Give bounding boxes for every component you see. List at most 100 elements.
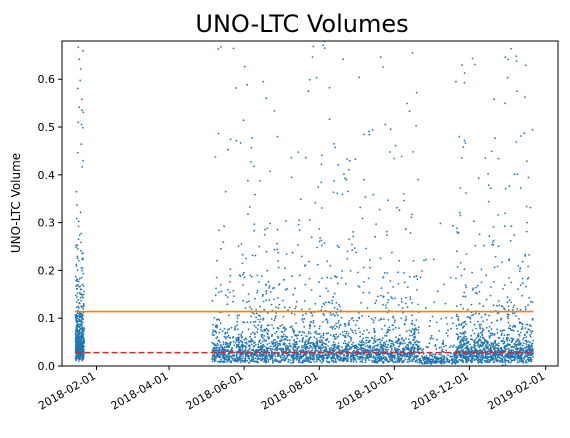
data-point [495,343,497,345]
data-point [508,299,511,302]
data-point [337,164,340,166]
data-point [232,300,235,303]
data-point [77,151,79,154]
data-point [386,330,389,333]
data-point [251,331,254,334]
data-point [500,317,503,320]
data-point [331,302,334,305]
data-point [479,325,481,328]
data-point [251,254,254,257]
data-point [371,350,374,352]
data-point [492,239,495,242]
data-point [532,349,534,352]
data-point [382,276,385,279]
data-point [345,346,348,349]
data-point [286,339,289,342]
data-point [466,360,469,362]
data-point [337,342,340,344]
data-point [298,229,301,232]
data-point [476,345,479,347]
data-point [440,358,443,361]
data-point [466,308,469,311]
data-point [409,275,411,278]
data-point [361,355,364,357]
data-point [251,360,254,362]
data-point [256,361,259,364]
data-point [415,125,417,127]
data-point [347,353,349,356]
data-point [79,79,82,82]
data-point [227,346,230,348]
data-point [361,356,364,359]
data-point [75,320,78,323]
data-point [330,347,333,349]
data-point [235,354,238,356]
data-point [501,359,504,362]
data-point [314,201,317,204]
data-point [361,217,364,220]
data-point [271,333,274,336]
data-point [364,196,367,199]
data-point [369,259,371,261]
data-point [303,358,305,361]
data-point [455,361,457,364]
data-point [363,357,366,359]
data-point [502,337,505,340]
data-point [226,342,229,344]
data-point [311,56,314,58]
data-point [281,358,283,361]
data-point [408,341,410,344]
data-point [77,248,79,250]
data-point [258,349,261,351]
data-point [388,326,391,328]
data-point [232,336,235,338]
data-point [77,238,80,241]
data-point [478,338,480,340]
data-point [81,98,83,101]
data-point [273,298,275,301]
data-point [426,361,428,363]
data-point [360,352,363,354]
data-point [249,339,252,342]
data-point [405,330,408,333]
data-point [297,334,299,337]
data-point [226,360,229,363]
data-point [256,328,259,330]
data-point [316,263,319,266]
data-point [466,348,469,351]
data-point [478,358,481,361]
data-point [224,190,227,193]
data-point [328,86,331,89]
data-point [403,339,405,341]
data-point [287,309,289,312]
data-point [424,357,427,360]
data-point [289,351,291,354]
data-point [326,354,329,357]
data-point [314,349,317,352]
data-point [263,356,266,358]
data-point [81,327,84,329]
data-point [292,293,295,296]
data-point [220,358,222,361]
data-point [344,336,347,339]
data-point [409,341,412,344]
data-point [503,340,506,343]
data-point [375,361,378,364]
data-point [76,269,79,271]
data-point [398,348,401,351]
data-point [465,253,468,255]
data-point [351,243,353,246]
data-point [353,354,355,356]
data-point [494,345,497,347]
data-point [517,265,520,267]
data-point [467,341,470,344]
data-point [497,300,500,302]
data-point [411,360,414,363]
data-point [235,87,237,89]
data-point [513,304,516,307]
data-point [224,337,227,340]
data-point [284,335,287,338]
data-point [429,319,432,322]
data-point [308,78,311,81]
data-point [517,288,519,291]
